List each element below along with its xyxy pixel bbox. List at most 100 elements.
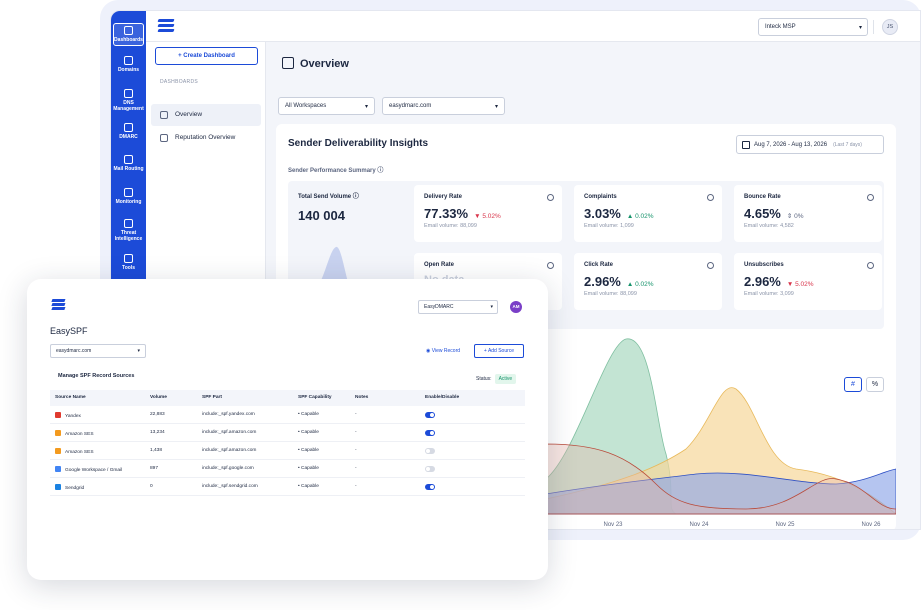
add-source-button[interactable]: + Add Source	[474, 344, 524, 358]
spf-sources-card: Manage SPF Record Sources Status: Active …	[50, 364, 525, 506]
spf-part-cell: include:_spf.amazon.com	[202, 430, 257, 435]
date-range-picker[interactable]: Aug 7, 2026 - Aug 13, 2026 (Last 7 days)	[736, 135, 884, 154]
info-icon[interactable]	[707, 194, 714, 201]
rail-item-dashboards[interactable]: Dashboards	[113, 23, 144, 46]
page-title: Overview	[282, 57, 349, 70]
enable-toggle[interactable]	[425, 430, 435, 436]
spf-capability-value: Capable	[301, 412, 319, 417]
chevron-down-icon: ▾	[137, 348, 140, 354]
workspace-select[interactable]: All Workspaces ▾	[278, 97, 375, 115]
spf-capability-value: Capable	[301, 430, 319, 435]
deliverability-chart: Nov 23 Nov 24 Nov 25 Nov 26	[545, 338, 896, 528]
info-icon[interactable]	[867, 194, 874, 201]
spf-part-cell: include:_spf.google.com	[202, 466, 254, 471]
dashboards-caption: DASHBOARDS	[160, 79, 199, 85]
sidebar-item-label: Reputation Overview	[175, 134, 236, 141]
chevron-down-icon: ▾	[490, 304, 493, 310]
insights-card: Sender Deliverability Insights Aug 7, 20…	[276, 124, 896, 529]
rail-item-label: Mail Routing	[113, 166, 144, 172]
enable-toggle[interactable]	[425, 484, 435, 490]
percent-toggle-button[interactable]: %	[866, 377, 884, 392]
metric-label: Click Rate	[584, 262, 614, 268]
spf-part-cell: include:_spf.yandex.com	[202, 412, 255, 417]
source-name-cell: Amazon SES	[55, 448, 94, 455]
rail-item-tools[interactable]: Tools	[111, 254, 146, 271]
domain-select[interactable]: easydmarc.com ▾	[382, 97, 505, 115]
rail-item-dns-management[interactable]: DNS Management	[111, 89, 146, 112]
rail-item-label: Domains	[117, 67, 140, 73]
absolute-toggle-button[interactable]: #	[844, 377, 862, 392]
source-name: Yandex	[65, 414, 81, 419]
check-icon: •	[298, 484, 302, 489]
source-name: Amazon SES	[65, 432, 94, 437]
metric-email-volume: Email volume: 88,099	[424, 223, 477, 229]
info-icon[interactable]	[547, 194, 554, 201]
rail-item-label: Tools	[122, 265, 135, 271]
table-row: Amazon SES 13,234 include:_spf.amazon.com •…	[50, 424, 525, 442]
view-record-link[interactable]: ◉ View Record	[426, 348, 460, 354]
rail-item-label: Monitoring	[115, 199, 142, 205]
domain-select[interactable]: easydmarc.com ▾	[50, 344, 146, 358]
eye-icon: ◉	[426, 348, 431, 354]
rail-item-dmarc[interactable]: DMARC	[111, 123, 146, 140]
metric-email-volume: Email volume: 3,099	[744, 291, 794, 297]
reputation-icon	[160, 134, 168, 142]
sidebar-item-overview[interactable]: Overview	[151, 104, 261, 126]
column-header: SPF Part	[202, 395, 222, 400]
rail-item-monitoring[interactable]: Monitoring	[111, 188, 146, 205]
check-icon: •	[298, 430, 302, 435]
organization-select[interactable]: Inteck MSP ▾	[758, 18, 868, 36]
spf-capability-value: Capable	[301, 466, 319, 471]
metric-card-click-rate: Click Rate 2.96% ▲ 0.02% Email volume: 88,0…	[574, 253, 722, 310]
rail-item-label: Threat Intelligence	[114, 230, 143, 242]
table-header: Source Name Volume SPF Part SPF Capabili…	[50, 390, 525, 406]
check-icon: •	[298, 412, 302, 417]
rail-item-label: DNS Management	[113, 100, 144, 112]
globe-icon	[124, 56, 133, 65]
user-avatar[interactable]: AM	[510, 301, 522, 313]
enable-toggle[interactable]	[425, 448, 435, 454]
column-header: Volume	[150, 395, 167, 400]
enable-toggle[interactable]	[425, 412, 435, 418]
source-logo-icon	[55, 466, 61, 472]
enable-toggle[interactable]	[425, 466, 435, 472]
spf-capability-cell: • Capable	[298, 430, 319, 435]
rail-item-label: DMARC	[119, 134, 138, 140]
metric-label: Delivery Rate	[424, 194, 463, 200]
tools-icon	[124, 254, 133, 263]
info-icon[interactable]	[867, 262, 874, 269]
metric-card-delivery-rate: Delivery Rate 77.33% ▼ 5.02% Email volume: …	[414, 185, 562, 242]
rail-item-mail-routing[interactable]: Mail Routing	[111, 155, 146, 172]
rail-item-threat-intelligence[interactable]: Threat Intelligence	[111, 219, 146, 242]
source-name-cell: Amazon SES	[55, 430, 94, 437]
workspace-select-value: All Workspaces	[285, 103, 327, 109]
top-bar: Inteck MSP ▾ JS	[146, 11, 920, 42]
calendar-icon	[742, 141, 750, 149]
table-row: Sendgrid 0 include:_spf.sendgrid.com • Capa…	[50, 478, 525, 496]
notes-cell: -	[355, 412, 357, 417]
status-indicator: Status: Active	[476, 374, 517, 384]
sidebar-item-reputation-overview[interactable]: Reputation Overview	[151, 127, 261, 149]
total-send-volume-label: Total Send Volume	[298, 194, 352, 200]
info-icon[interactable]	[707, 262, 714, 269]
check-icon: •	[298, 448, 302, 453]
domain-select-value: easydmarc.com	[56, 348, 92, 354]
column-header: Enable/Disable	[425, 395, 460, 400]
metric-email-volume: Email volume: 1,099	[584, 223, 634, 229]
metric-card-bounce-rate: Bounce Rate 4.65% ⇕ 0% Email volume: 4,582	[734, 185, 882, 242]
domain-select-value: easydmarc.com	[389, 103, 432, 109]
rail-item-domains[interactable]: Domains	[111, 56, 146, 73]
spf-sources-table: Source Name Volume SPF Part SPF Capabili…	[50, 390, 525, 496]
user-avatar[interactable]: JS	[882, 19, 898, 35]
organization-select[interactable]: EasyDMARC ▾	[418, 300, 498, 314]
info-icon[interactable]	[547, 262, 554, 269]
notes-cell: -	[355, 448, 357, 453]
metric-card-unsubscribes: Unsubscribes 2.96% ▼ 5.02% Email volume: 3,…	[734, 253, 882, 310]
organization-select-value: EasyDMARC	[424, 304, 454, 310]
source-name: Google Workspace / Gmail	[65, 468, 123, 473]
easyspf-window: EasyDMARC ▾ AM EasySPF easydmarc.com ▾ ◉ V…	[27, 279, 548, 580]
spf-capability-cell: • Capable	[298, 448, 319, 453]
volume-cell: 0	[150, 484, 153, 489]
x-tick-label: Nov 25	[775, 522, 795, 528]
create-dashboard-button[interactable]: + Create Dashboard	[155, 47, 258, 65]
